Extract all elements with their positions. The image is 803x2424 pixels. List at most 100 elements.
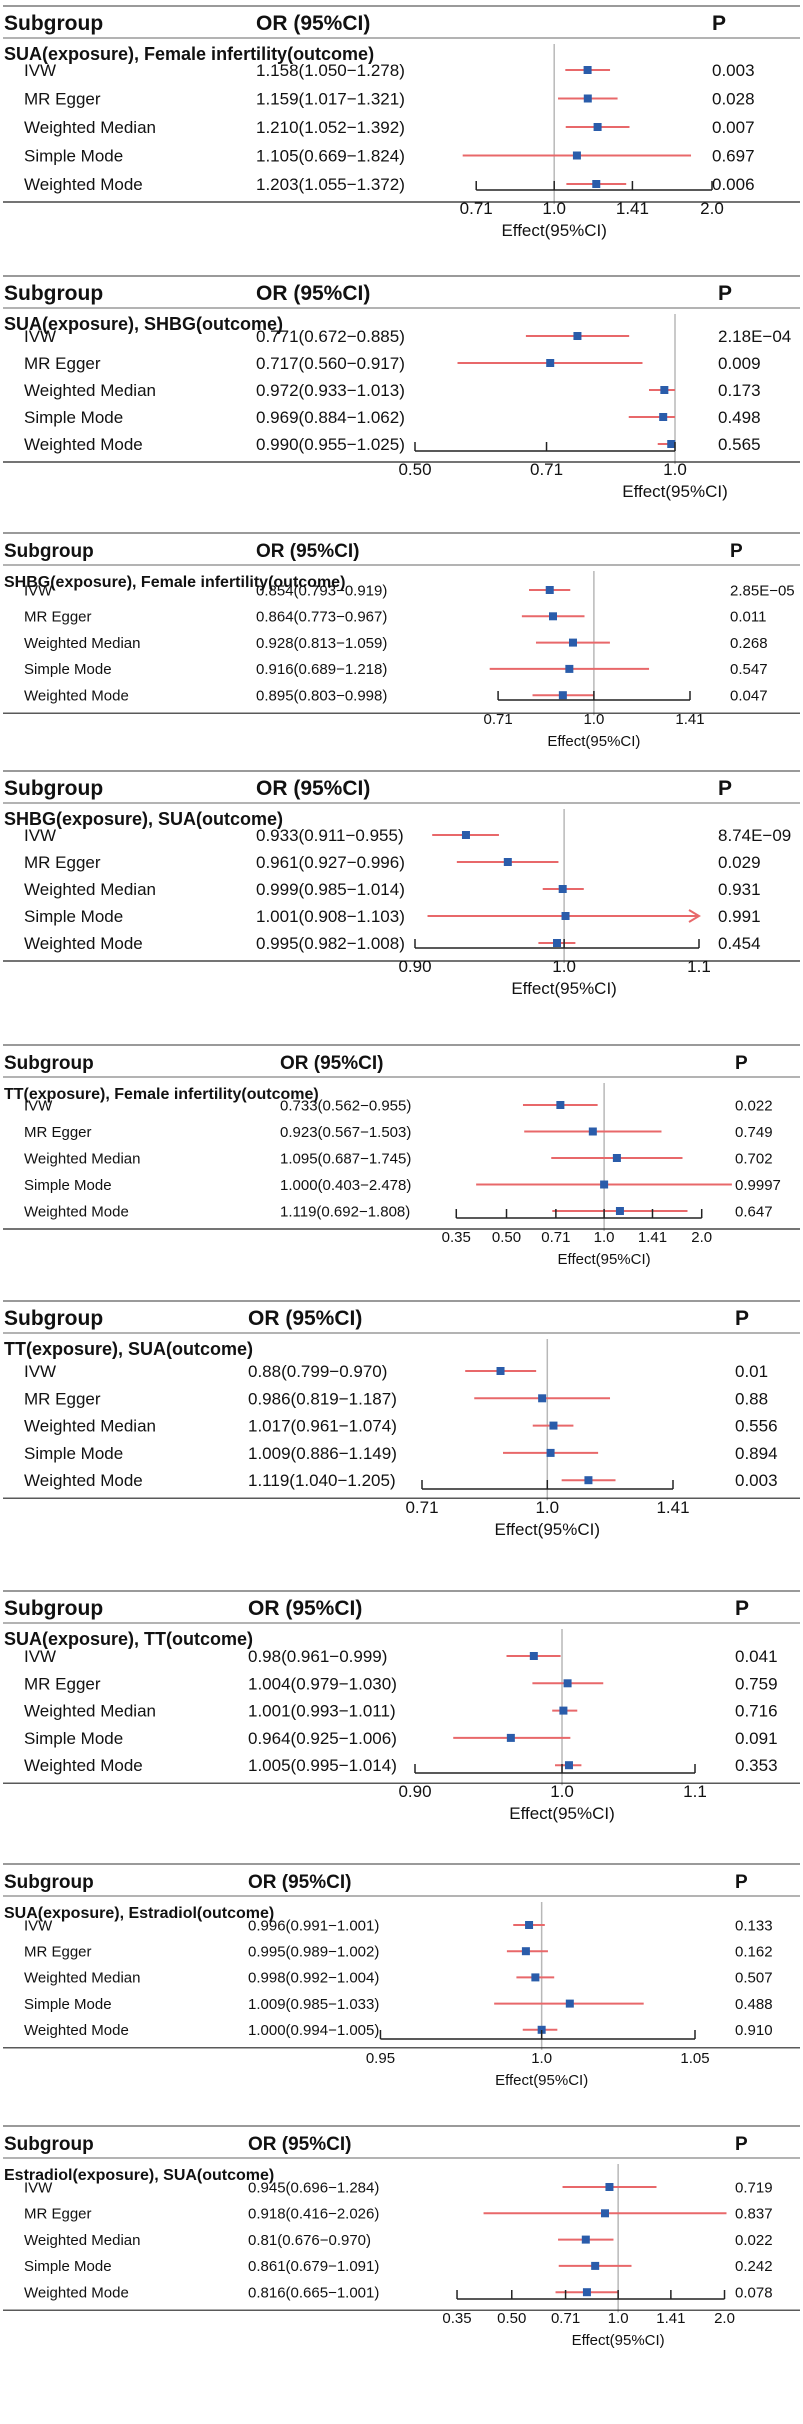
point-estimate — [605, 2183, 614, 2191]
row-or-text: 0.81(0.676−0.970) — [248, 2232, 371, 2249]
row-method: MR Egger — [24, 2206, 92, 2223]
row-method: MR Egger — [24, 609, 92, 626]
row-p: 0.133 — [735, 1917, 773, 1934]
x-tick-label: 1.0 — [535, 1498, 559, 1517]
x-axis-label: Effect(95%CI) — [495, 1520, 601, 1539]
row-p: 0.894 — [735, 1444, 778, 1463]
point-estimate — [565, 664, 574, 673]
row-or-text: 1.119(1.040−1.205) — [248, 1471, 396, 1490]
x-axis-label: Effect(95%CI) — [509, 1804, 615, 1823]
x-tick-label: 1.0 — [583, 711, 604, 728]
point-estimate — [615, 1207, 624, 1215]
row-method: IVW — [24, 1362, 56, 1381]
row-p: 2.18E−04 — [718, 327, 791, 346]
forest-panel: Subgroup OR (95%CI) P SUA(exposure), Estrad… — [3, 1863, 800, 2089]
x-tick-label: 1.41 — [656, 1498, 689, 1517]
row-p: 0.009 — [718, 354, 761, 373]
forest-panel: Subgroup OR (95%CI) P SUA(exposure), Female… — [3, 5, 800, 240]
row-or-text: 0.928(0.813−1.059) — [256, 635, 387, 652]
point-estimate — [558, 885, 567, 893]
point-estimate — [582, 2288, 591, 2297]
row-p: 0.022 — [735, 2232, 773, 2249]
x-tick-label: 0.71 — [405, 1498, 438, 1517]
row-p: 0.556 — [735, 1417, 778, 1436]
row-or-text: 0.816(0.665−1.001) — [248, 2284, 379, 2301]
header-p: P — [712, 12, 726, 35]
row-method: IVW — [24, 2179, 53, 2196]
x-tick-label: 1.0 — [550, 1782, 574, 1801]
x-tick-label: 0.95 — [366, 2050, 395, 2067]
point-estimate — [549, 1421, 558, 1430]
row-method: MR Egger — [24, 89, 101, 108]
row-method: Weighted Median — [24, 1417, 156, 1436]
row-or-text: 0.88(0.799−0.970) — [248, 1362, 387, 1381]
row-method: Weighted Mode — [24, 1471, 143, 1490]
row-method: Weighted Median — [24, 635, 140, 652]
row-method: Simple Mode — [24, 1177, 112, 1194]
x-tick-label: 0.71 — [483, 711, 512, 728]
row-p: 0.9997 — [735, 1177, 781, 1194]
row-method: Simple Mode — [24, 661, 112, 678]
row-method: Weighted Mode — [24, 1203, 129, 1220]
row-p: 0.353 — [735, 1756, 778, 1775]
row-method: Weighted Median — [24, 880, 156, 899]
x-tick-label: 1.0 — [552, 957, 576, 976]
row-or-text: 0.995(0.982−1.008) — [256, 934, 405, 953]
header-subgroup: Subgroup — [4, 2134, 94, 2155]
point-estimate — [461, 831, 470, 839]
row-or-text: 0.854(0.793−0.919) — [256, 582, 387, 599]
row-method: IVW — [24, 1917, 53, 1934]
row-method: IVW — [24, 1097, 53, 1114]
x-tick-label: 1.0 — [594, 1229, 615, 1246]
point-estimate — [538, 1394, 547, 1403]
x-tick-label: 1.41 — [638, 1229, 667, 1246]
row-p: 0.837 — [735, 2206, 773, 2223]
row-or-text: 1.005(0.995−1.014) — [248, 1756, 397, 1775]
row-p: 0.268 — [730, 635, 768, 652]
x-tick-label: 2.0 — [714, 2310, 735, 2327]
x-tick-label: 1.0 — [542, 199, 566, 218]
header-or: OR (95%CI) — [256, 282, 370, 305]
header-or: OR (95%CI) — [256, 12, 370, 35]
point-estimate — [537, 2025, 546, 2034]
row-method: MR Egger — [24, 1674, 101, 1693]
header-or: OR (95%CI) — [248, 1307, 362, 1330]
header-or: OR (95%CI) — [256, 777, 370, 800]
header-p: P — [735, 1597, 749, 1620]
point-estimate — [667, 440, 676, 448]
point-estimate — [565, 1999, 574, 2008]
row-or-text: 0.771(0.672−0.885) — [256, 327, 405, 346]
forest-panel: Subgroup OR (95%CI) P SUA(exposure), SHBG(o… — [3, 275, 800, 501]
row-method: Weighted Median — [24, 1702, 156, 1721]
row-or-text: 0.961(0.927−0.996) — [256, 853, 405, 872]
row-method: IVW — [24, 826, 56, 845]
row-p: 0.488 — [735, 1996, 773, 2013]
section-label: TT(exposure), SUA(outcome) — [4, 1339, 253, 1359]
row-or-text: 1.009(0.985−1.033) — [248, 1996, 379, 2013]
row-p: 0.041 — [735, 1647, 778, 1666]
row-method: Simple Mode — [24, 2258, 112, 2275]
row-or-text: 0.923(0.567−1.503) — [280, 1124, 411, 1141]
row-method: Weighted Median — [24, 1970, 140, 1987]
header-or: OR (95%CI) — [248, 1597, 362, 1620]
row-p: 2.85E−05 — [730, 582, 795, 599]
x-tick-label: 0.71 — [530, 460, 563, 479]
row-method: Weighted Median — [24, 2232, 140, 2249]
forest-panel: Subgroup OR (95%CI) P SHBG(exposure), SUA(o… — [3, 770, 800, 998]
point-estimate — [591, 2261, 600, 2270]
point-estimate — [529, 1652, 538, 1660]
row-p: 0.242 — [735, 2258, 773, 2275]
row-or-text: 1.001(0.993−1.011) — [248, 1702, 396, 1721]
row-or-text: 0.717(0.560−0.917) — [256, 354, 405, 373]
row-p: 0.003 — [712, 61, 755, 80]
point-estimate — [572, 151, 581, 160]
row-method: MR Egger — [24, 1389, 101, 1408]
row-or-text: 1.119(0.692−1.808) — [280, 1203, 410, 1220]
forest-panel: Subgroup OR (95%CI) P TT(exposure), SUA(out… — [3, 1300, 800, 1539]
row-or-text: 0.918(0.416−2.026) — [248, 2206, 379, 2223]
header-subgroup: Subgroup — [4, 12, 103, 35]
point-estimate — [521, 1947, 530, 1956]
row-p: 0.091 — [735, 1729, 778, 1748]
header-subgroup: Subgroup — [4, 282, 103, 305]
